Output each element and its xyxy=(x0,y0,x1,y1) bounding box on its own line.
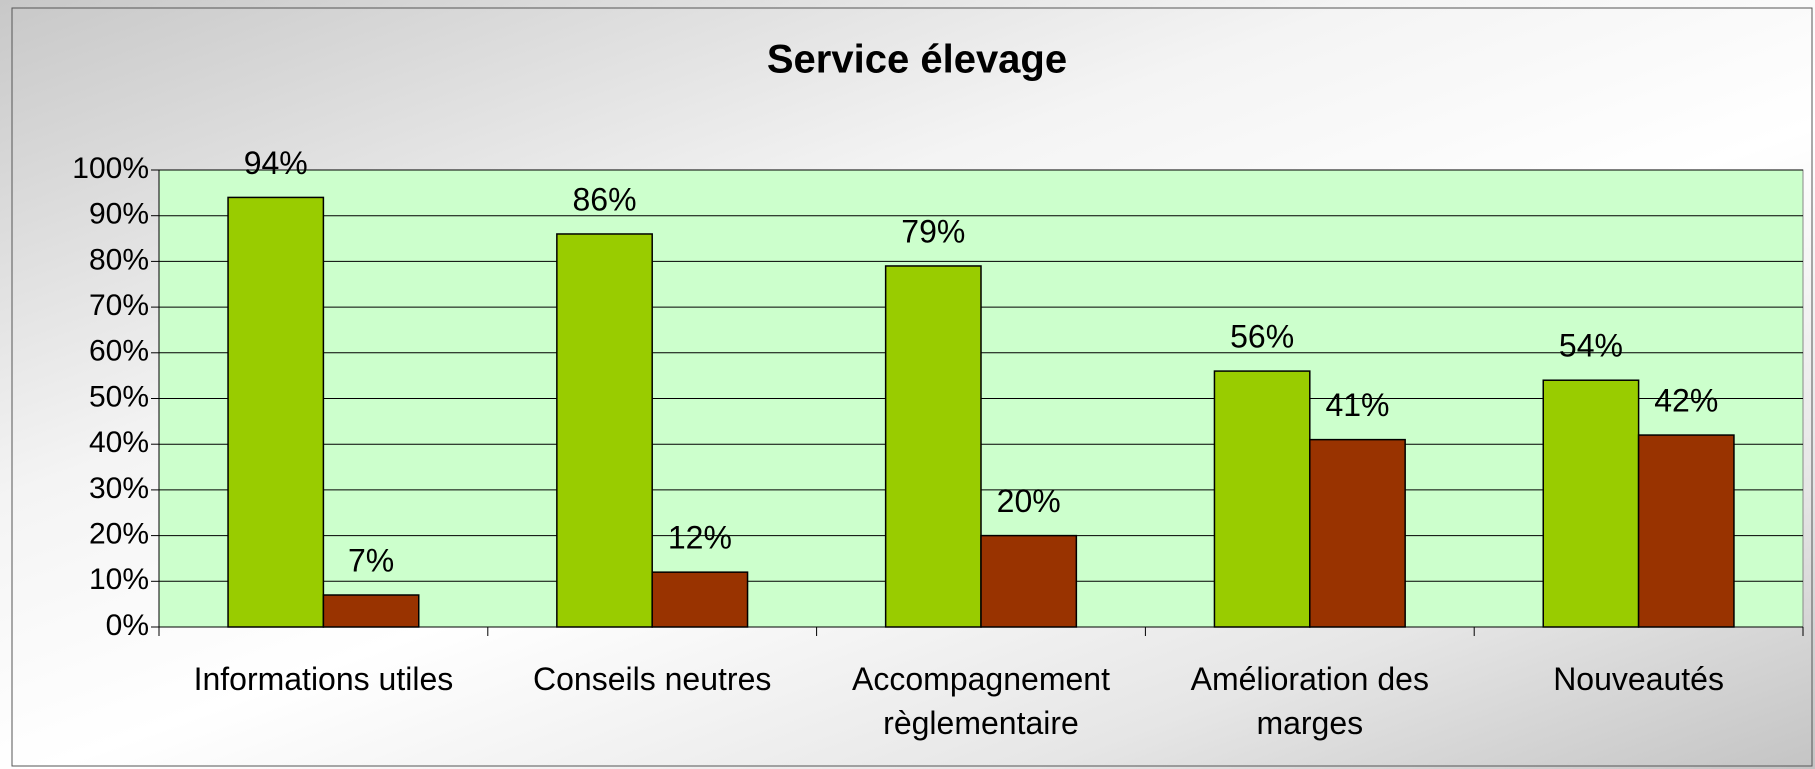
y-tick-label: 70% xyxy=(89,289,149,322)
data-label: 20% xyxy=(997,483,1061,519)
y-tick-label: 10% xyxy=(89,563,149,596)
data-label: 79% xyxy=(901,213,965,249)
data-label: 7% xyxy=(348,542,394,578)
bar xyxy=(227,196,325,628)
y-tick-label: 30% xyxy=(89,472,149,505)
chart-title: Service élevage xyxy=(767,38,1067,82)
y-tick-label: 40% xyxy=(89,426,149,459)
data-label: 12% xyxy=(668,520,732,556)
bar xyxy=(1309,438,1406,628)
x-tick-label: Conseils neutres xyxy=(533,661,772,697)
x-tick-label: Amélioration des marges xyxy=(1190,661,1429,741)
data-label: 42% xyxy=(1654,383,1718,419)
bar xyxy=(1637,434,1735,628)
data-label: 54% xyxy=(1559,328,1623,364)
x-tick-label: Informations utiles xyxy=(193,661,454,697)
y-tick-label: 20% xyxy=(89,518,149,551)
data-label: 56% xyxy=(1230,319,1294,355)
bar xyxy=(1213,370,1311,628)
x-tick-label: Accompagnement règlementaire xyxy=(852,661,1110,741)
y-tick-label: 90% xyxy=(89,198,149,231)
bar xyxy=(884,265,982,628)
bar xyxy=(1542,379,1640,628)
y-tick-label: 50% xyxy=(89,380,149,413)
bar xyxy=(651,571,749,628)
data-label: 94% xyxy=(244,145,308,181)
frame xyxy=(11,7,1813,767)
y-tick-label: 0% xyxy=(106,609,149,642)
y-tick-label: 80% xyxy=(89,243,149,276)
bar xyxy=(980,534,1078,628)
y-tick-label: 60% xyxy=(89,335,149,368)
data-label: 41% xyxy=(1325,387,1389,423)
x-tick-label: Nouveautés xyxy=(1553,661,1724,697)
y-tick-label: 100% xyxy=(72,152,149,185)
bar xyxy=(556,233,653,628)
bar xyxy=(322,594,420,628)
data-label: 86% xyxy=(573,181,637,217)
